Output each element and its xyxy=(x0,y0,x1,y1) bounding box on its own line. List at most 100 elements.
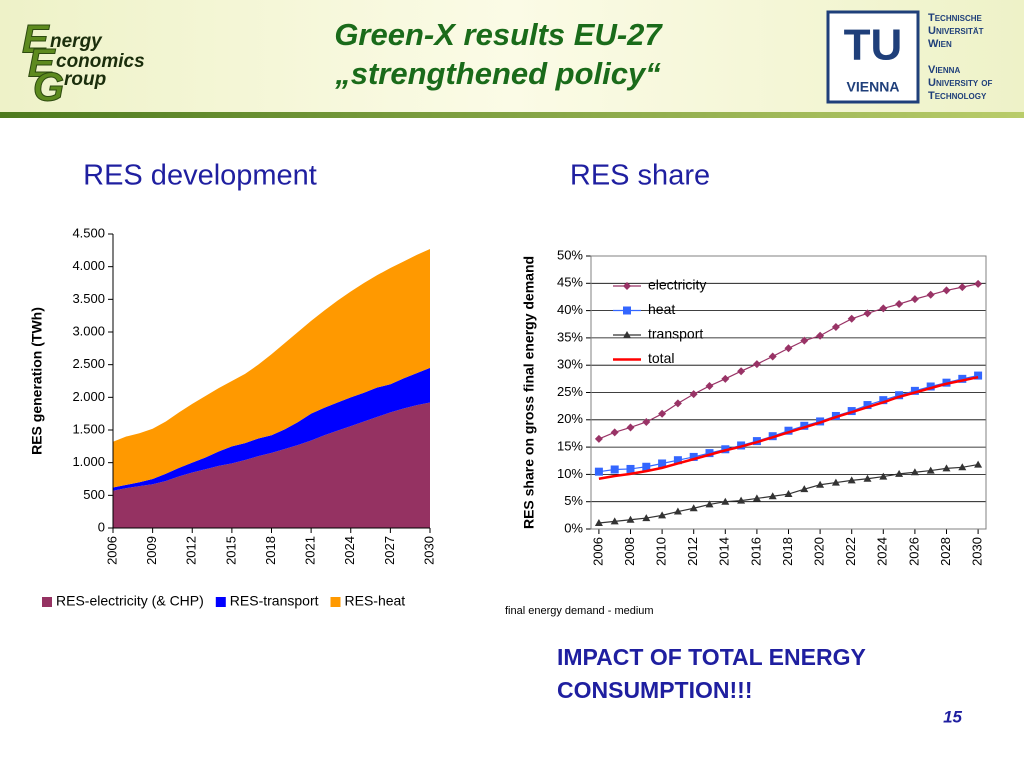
marker xyxy=(974,279,983,288)
y-tick-label: 5% xyxy=(564,493,583,508)
marker xyxy=(831,322,840,331)
marker xyxy=(610,517,619,525)
marker xyxy=(895,391,904,400)
marker xyxy=(784,490,793,498)
marker xyxy=(658,459,667,468)
x-tick-label: 2014 xyxy=(717,537,732,566)
y-tick-label: 35% xyxy=(557,329,583,344)
x-tick-label: 2026 xyxy=(906,537,921,566)
y-tick-label: 50% xyxy=(557,247,583,262)
marker xyxy=(594,467,603,476)
marker xyxy=(658,511,667,519)
marker xyxy=(610,428,619,437)
x-tick-label: 2016 xyxy=(748,537,763,566)
x-tick-label: 2027 xyxy=(382,536,397,565)
marker xyxy=(626,515,635,523)
y-tick-label: 2.500 xyxy=(72,356,105,371)
legend-label: RES-heat xyxy=(345,593,406,609)
marker xyxy=(958,463,967,471)
marker xyxy=(642,462,651,471)
marker xyxy=(895,469,904,477)
x-tick-label: 2024 xyxy=(342,536,357,565)
y-tick-label: 40% xyxy=(557,302,583,317)
marker xyxy=(673,456,682,465)
legend-swatch xyxy=(42,597,52,607)
marker xyxy=(974,371,983,380)
logo-line: Universität xyxy=(928,25,984,37)
marker xyxy=(958,283,967,292)
logo-word: conomics xyxy=(56,51,145,72)
y-tick-label: 500 xyxy=(83,487,105,502)
y-tick-label: 25% xyxy=(557,384,583,399)
x-tick-label: 2008 xyxy=(622,537,637,566)
logo-line: University of xyxy=(928,77,992,89)
logo-letter: E xyxy=(22,18,50,62)
marker xyxy=(623,306,631,315)
logo-mark: TU xyxy=(844,21,903,70)
marker xyxy=(594,434,603,443)
marker xyxy=(626,464,635,473)
legend-label: electricity xyxy=(648,277,706,293)
logo-letter: G xyxy=(33,66,64,110)
marker xyxy=(689,504,698,512)
area xyxy=(113,402,430,528)
marker xyxy=(689,390,698,399)
chart-title: RES share xyxy=(570,160,710,192)
marker xyxy=(673,399,682,408)
marker xyxy=(910,295,919,304)
y-tick-label: 10% xyxy=(557,466,583,481)
y-tick-label: 30% xyxy=(557,357,583,372)
y-tick-label: 0% xyxy=(564,520,583,535)
x-tick-label: 2022 xyxy=(843,537,858,566)
logo-box xyxy=(826,10,920,104)
marker xyxy=(642,514,651,522)
legend-label: RES-electricity (& CHP) xyxy=(56,593,204,609)
logo-city: VIENNA xyxy=(847,79,900,95)
y-tick-label: 4.000 xyxy=(72,258,105,273)
marker xyxy=(689,452,698,461)
y-axis-label: RES generation (TWh) xyxy=(29,307,45,455)
x-tick-label: 2006 xyxy=(590,537,605,566)
marker xyxy=(879,396,888,405)
marker xyxy=(768,352,777,361)
legend-label: RES-transport xyxy=(230,593,319,609)
x-tick-label: 2021 xyxy=(303,536,318,565)
logo-line: Technology xyxy=(928,90,987,102)
chart-title: RES development xyxy=(83,160,317,192)
marker xyxy=(800,485,809,493)
marker xyxy=(784,344,793,353)
legend-label: heat xyxy=(648,301,675,317)
marker xyxy=(910,386,919,395)
marker xyxy=(658,409,667,418)
logo-line: Technische xyxy=(928,12,983,24)
marker xyxy=(752,494,761,502)
callout: IMPACT OF TOTAL ENERGY xyxy=(557,644,866,670)
legend-swatch xyxy=(330,597,341,607)
marker xyxy=(816,480,825,488)
logo-right: TU VIENNA Technische Universität Wien Vi… xyxy=(826,10,992,104)
marker xyxy=(705,449,714,458)
marker xyxy=(705,500,714,508)
page-number: 15 xyxy=(943,707,962,726)
y-tick-label: 45% xyxy=(557,275,583,290)
marker xyxy=(926,290,935,299)
x-tick-label: 2006 xyxy=(104,536,119,565)
y-tick-label: 4.500 xyxy=(72,225,105,240)
marker xyxy=(831,478,840,486)
logo-letter: E xyxy=(28,42,56,86)
line xyxy=(598,375,979,480)
marker xyxy=(863,474,872,482)
x-tick-label: 2010 xyxy=(654,537,669,566)
x-tick-label: 2024 xyxy=(875,537,890,566)
legend-label: total xyxy=(648,350,674,366)
marker xyxy=(721,497,730,505)
y-axis-label: RES share on gross final energy demand xyxy=(521,256,537,529)
x-tick-label: 2028 xyxy=(938,537,953,566)
marker xyxy=(673,507,682,515)
marker xyxy=(623,282,631,290)
marker xyxy=(784,426,793,435)
marker xyxy=(958,374,967,383)
marker xyxy=(942,464,951,472)
x-tick-label: 2018 xyxy=(780,537,795,566)
marker xyxy=(800,336,809,345)
